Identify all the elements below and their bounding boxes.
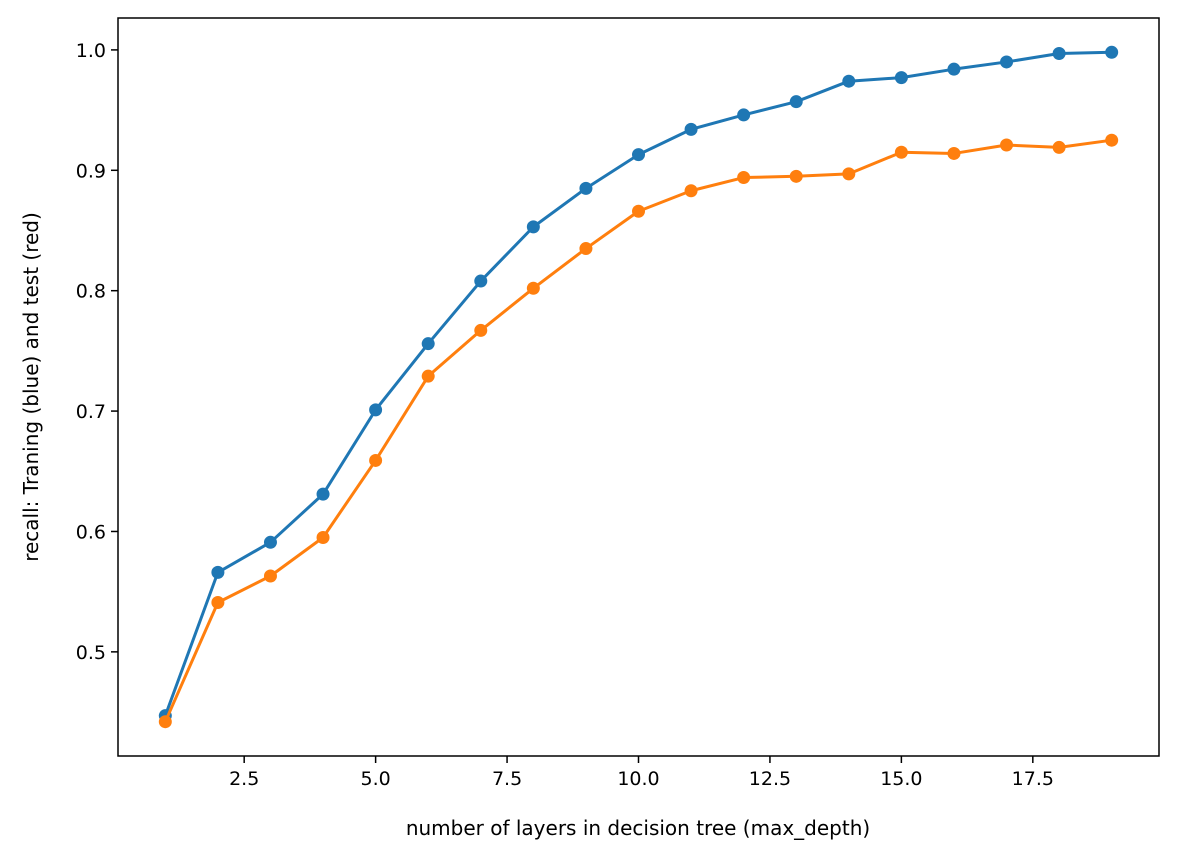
data-point bbox=[579, 242, 593, 256]
data-point bbox=[737, 171, 751, 185]
x-tick-label: 7.5 bbox=[492, 768, 522, 790]
data-point bbox=[1052, 47, 1066, 61]
data-point bbox=[158, 715, 172, 729]
x-tick-label: 5.0 bbox=[361, 768, 391, 790]
x-axis-ticks: 2.5 5.0 7.5 10.0 12.5 15.0 17.5 bbox=[229, 756, 1054, 790]
data-point bbox=[842, 167, 856, 181]
y-axis-ticks: 0.5 0.6 0.7 0.8 0.9 1.0 bbox=[76, 40, 118, 664]
data-point bbox=[263, 569, 277, 583]
y-tick-label: 0.9 bbox=[76, 160, 106, 182]
data-point bbox=[684, 184, 698, 198]
data-point bbox=[684, 122, 698, 136]
y-tick-label: 0.8 bbox=[76, 281, 106, 303]
data-point bbox=[211, 565, 225, 579]
data-point bbox=[526, 220, 540, 234]
data-point bbox=[474, 274, 488, 288]
data-point bbox=[1052, 140, 1066, 154]
data-point bbox=[789, 95, 803, 109]
data-point bbox=[211, 596, 225, 610]
data-point bbox=[947, 62, 961, 76]
data-point bbox=[737, 108, 751, 122]
data-point bbox=[421, 337, 435, 351]
series-line bbox=[163, 138, 1112, 723]
series-layer bbox=[158, 45, 1119, 729]
data-point bbox=[632, 204, 645, 218]
data-point bbox=[526, 281, 540, 295]
data-point bbox=[789, 169, 803, 183]
data-point bbox=[369, 453, 383, 467]
series-1 bbox=[158, 45, 1119, 723]
data-point bbox=[1105, 133, 1119, 147]
data-point bbox=[579, 181, 593, 195]
y-tick-label: 0.6 bbox=[76, 521, 106, 543]
y-tick-label: 0.5 bbox=[76, 642, 106, 664]
data-point bbox=[894, 145, 908, 159]
plot-area-frame bbox=[117, 17, 1160, 757]
x-tick-label: 12.5 bbox=[749, 768, 791, 790]
data-point bbox=[632, 148, 645, 162]
data-point bbox=[369, 403, 383, 417]
x-axis-label: number of layers in decision tree (max_d… bbox=[406, 816, 870, 840]
data-point bbox=[1105, 45, 1119, 59]
data-point bbox=[842, 74, 856, 88]
y-tick-label: 0.7 bbox=[76, 401, 106, 423]
data-point bbox=[947, 146, 961, 160]
x-tick-label: 10.0 bbox=[617, 768, 659, 790]
data-point bbox=[474, 323, 488, 337]
series-2 bbox=[158, 133, 1119, 729]
data-point bbox=[894, 71, 908, 85]
x-tick-label: 15.0 bbox=[880, 768, 922, 790]
data-point bbox=[1000, 55, 1014, 69]
data-point bbox=[316, 530, 330, 544]
data-point bbox=[263, 535, 277, 549]
data-point bbox=[1000, 138, 1014, 152]
y-tick-label: 1.0 bbox=[76, 40, 106, 62]
data-point bbox=[421, 369, 435, 383]
x-tick-label: 2.5 bbox=[229, 768, 259, 790]
data-point bbox=[316, 487, 330, 501]
y-axis-label: recall: Traning (blue) and test (red) bbox=[19, 212, 43, 562]
x-tick-label: 17.5 bbox=[1012, 768, 1054, 790]
